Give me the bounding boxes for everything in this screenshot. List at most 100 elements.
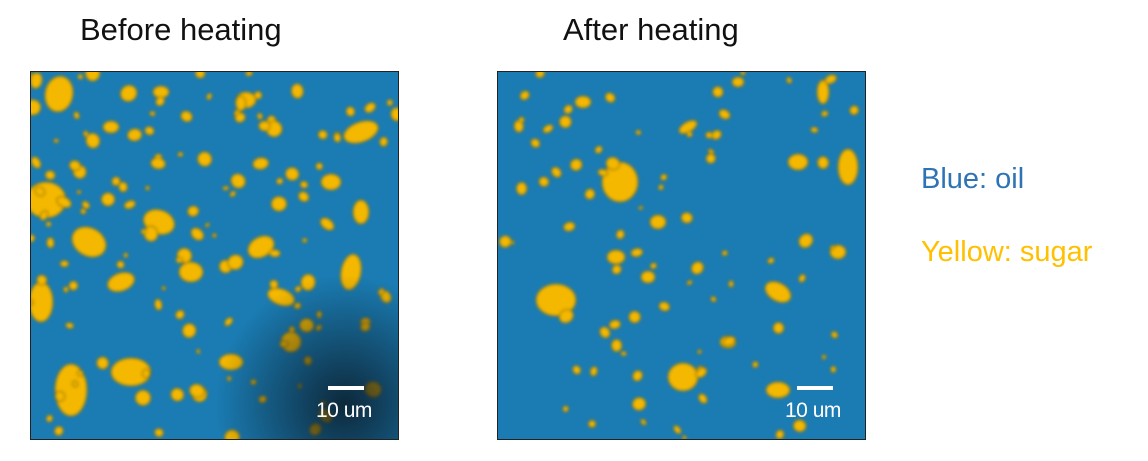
sugar-droplet <box>649 214 667 230</box>
sugar-droplet <box>810 126 819 134</box>
sugar-droplet <box>816 155 830 170</box>
sugar-droplet <box>681 434 688 439</box>
sugar-droplet <box>705 153 717 164</box>
sugar-droplet <box>562 221 576 232</box>
sugar-droplet <box>798 273 807 283</box>
sugar-droplet <box>772 321 785 335</box>
sugar-droplet <box>849 105 860 116</box>
sugar-droplet <box>722 335 736 347</box>
sugar-droplet <box>816 79 830 105</box>
sugar-droplet <box>751 360 759 369</box>
scale-bar <box>328 386 364 390</box>
sugar-droplet <box>519 90 530 101</box>
sugar-droplet <box>798 233 814 249</box>
sugar-droplet <box>574 95 592 109</box>
sugar-droplet <box>680 211 694 224</box>
sugar-droplet <box>594 145 603 154</box>
sugar-droplet <box>498 235 512 249</box>
sugar-droplet <box>640 418 647 426</box>
sugar-droplet <box>667 362 699 392</box>
sugar-droplet <box>599 326 611 339</box>
sugar-droplet <box>837 148 859 186</box>
sugar-droplet <box>584 188 596 200</box>
sugar-droplet <box>538 176 550 188</box>
scale-bar <box>797 386 833 390</box>
sugar-droplet <box>705 131 714 140</box>
sugar-droplet <box>821 354 827 360</box>
sugar-droplet <box>787 153 809 171</box>
after-heating-image: 10 um <box>497 71 866 440</box>
sugar-droplet <box>697 393 708 404</box>
sugar-droplet <box>620 350 628 357</box>
scale-bar-label: 10 um <box>316 399 372 422</box>
after-heating-micrograph <box>498 72 865 439</box>
sugar-droplet <box>589 366 598 377</box>
sugar-droplet <box>696 349 703 355</box>
sugar-droplet <box>775 429 785 439</box>
sugar-droplet <box>615 229 625 240</box>
sugar-droplet <box>632 369 644 382</box>
sugar-droplet <box>562 405 570 413</box>
sugar-droplet <box>604 92 616 104</box>
sugar-droplet <box>572 365 582 375</box>
sugar-droplet <box>830 365 837 374</box>
sugar-droplet <box>659 173 668 181</box>
sugar-droplet <box>695 367 708 379</box>
sugar-droplet <box>740 72 746 76</box>
sugar-droplet <box>535 283 577 317</box>
sugar-droplet <box>686 130 694 138</box>
sugar-droplet <box>765 381 791 399</box>
sugar-droplet <box>829 244 836 250</box>
sugar-droplet <box>597 168 609 177</box>
sugar-droplet <box>605 156 621 171</box>
sugar-droplet <box>640 270 656 284</box>
sugar-droplet <box>558 308 575 324</box>
sugar-droplet <box>628 310 642 324</box>
scale-bar-label: 10 um <box>785 399 841 422</box>
sugar-droplet <box>563 104 574 115</box>
sugar-droplet <box>718 108 731 120</box>
sugar-droplet <box>728 279 735 288</box>
sugar-droplet <box>712 85 724 98</box>
sugar-droplet <box>558 115 573 129</box>
sugar-droplet <box>690 261 705 275</box>
sugar-droplet <box>610 338 623 353</box>
sugar-droplet <box>673 425 682 435</box>
sugar-droplet <box>630 247 644 258</box>
sugar-droplet <box>611 264 622 275</box>
sugar-droplet <box>824 74 838 85</box>
sugar-droplet <box>658 301 671 312</box>
sugar-droplet <box>535 72 546 79</box>
before-heating-micrograph <box>31 72 398 439</box>
sugar-droplet <box>608 319 622 330</box>
sugar-droplet <box>587 419 597 429</box>
after-heating-title: After heating <box>563 12 739 47</box>
sugar-droplet <box>792 419 807 433</box>
sugar-droplet <box>515 181 528 196</box>
sugar-droplet <box>518 116 525 124</box>
sugar-droplet <box>721 249 729 257</box>
sugar-droplet <box>707 148 715 155</box>
sugar-droplet <box>631 396 647 411</box>
sugar-droplet <box>542 124 554 134</box>
legend-oil: Blue: oil <box>921 163 1025 195</box>
sugar-droplet <box>686 279 693 286</box>
sugar-droplet <box>601 161 639 203</box>
sugar-droplet <box>830 330 839 339</box>
sugar-droplet <box>649 262 658 270</box>
sugar-droplet <box>635 129 642 136</box>
sugar-droplet <box>606 249 626 265</box>
sugar-droplet <box>820 110 829 118</box>
sugar-droplet <box>710 295 717 303</box>
sugar-droplet <box>569 158 583 172</box>
sugar-droplet <box>764 280 792 304</box>
sugar-droplet <box>530 138 541 149</box>
before-heating-image: 10 um <box>30 71 399 440</box>
before-heating-title: Before heating <box>80 12 282 47</box>
sugar-droplet <box>550 166 562 178</box>
sugar-droplet <box>657 184 665 191</box>
sugar-droplet <box>731 76 745 88</box>
sugar-droplet <box>767 257 775 265</box>
legend-sugar: Yellow: sugar <box>921 236 1093 268</box>
sugar-droplet <box>637 205 644 211</box>
